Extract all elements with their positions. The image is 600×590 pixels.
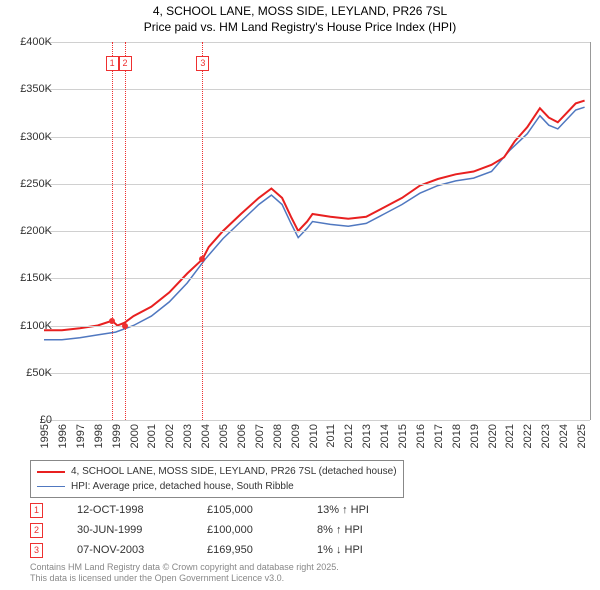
sale-marker-icon: 2: [30, 523, 43, 538]
title-line2: Price paid vs. HM Land Registry's House …: [0, 20, 600, 36]
sale-hpi: 8% ↑ HPI: [317, 524, 363, 536]
x-tick-label: 2005: [218, 424, 230, 448]
y-tick-label: £350K: [20, 83, 52, 95]
legend-item: HPI: Average price, detached house, Sout…: [37, 479, 397, 494]
chart-container: 4, SCHOOL LANE, MOSS SIDE, LEYLAND, PR26…: [0, 0, 600, 590]
x-tick-label: 2013: [361, 424, 373, 448]
x-tick-label: 1996: [57, 424, 69, 448]
sale-dot: [122, 323, 128, 329]
x-tick-label: 2014: [379, 424, 391, 448]
x-tick-label: 2016: [415, 424, 427, 448]
y-tick-label: £100K: [20, 320, 52, 332]
table-row: 1 12-OCT-1998 £105,000 13% ↑ HPI: [30, 500, 369, 520]
y-tick-label: £150K: [20, 272, 52, 284]
x-tick-label: 2021: [504, 424, 516, 448]
gridline: [44, 137, 590, 138]
x-tick-label: 2022: [522, 424, 534, 448]
title-line1: 4, SCHOOL LANE, MOSS SIDE, LEYLAND, PR26…: [0, 4, 600, 20]
x-tick-label: 2023: [540, 424, 552, 448]
gridline: [44, 278, 590, 279]
x-tick-label: 1997: [75, 424, 87, 448]
chart-title: 4, SCHOOL LANE, MOSS SIDE, LEYLAND, PR26…: [0, 0, 600, 35]
sale-vline: [112, 42, 113, 420]
x-tick-label: 1995: [39, 424, 51, 448]
x-tick-label: 2009: [290, 424, 302, 448]
gridline: [44, 89, 590, 90]
x-tick-label: 2020: [487, 424, 499, 448]
x-tick-label: 1998: [93, 424, 105, 448]
legend-swatch: [37, 486, 65, 488]
x-tick-label: 2019: [469, 424, 481, 448]
x-tick-label: 2007: [254, 424, 266, 448]
gridline: [44, 184, 590, 185]
gridline: [44, 420, 590, 421]
x-tick-label: 1999: [111, 424, 123, 448]
table-row: 3 07-NOV-2003 £169,950 1% ↓ HPI: [30, 540, 369, 560]
sale-vline: [202, 42, 203, 420]
x-tick-label: 2011: [325, 424, 337, 448]
x-tick-label: 2010: [308, 424, 320, 448]
x-tick-label: 2008: [272, 424, 284, 448]
x-tick-label: 2015: [397, 424, 409, 448]
sale-date: 12-OCT-1998: [77, 504, 207, 516]
sale-marker-icon: 3: [30, 543, 43, 558]
legend-label: HPI: Average price, detached house, Sout…: [71, 479, 294, 494]
x-tick-label: 2012: [343, 424, 355, 448]
sale-marker-box: 2: [119, 56, 132, 71]
x-tick-label: 2024: [558, 424, 570, 448]
x-tick-label: 2003: [182, 424, 194, 448]
y-tick-label: £200K: [20, 225, 52, 237]
x-tick-label: 2018: [451, 424, 463, 448]
legend: 4, SCHOOL LANE, MOSS SIDE, LEYLAND, PR26…: [30, 460, 404, 498]
sale-hpi: 1% ↓ HPI: [317, 544, 363, 556]
attribution: Contains HM Land Registry data © Crown c…: [30, 562, 339, 585]
attribution-line: Contains HM Land Registry data © Crown c…: [30, 562, 339, 573]
table-row: 2 30-JUN-1999 £100,000 8% ↑ HPI: [30, 520, 369, 540]
x-tick-label: 2001: [146, 424, 158, 448]
sale-price: £169,950: [207, 544, 317, 556]
sale-dot: [109, 318, 115, 324]
y-tick-label: £50K: [26, 367, 52, 379]
sale-date: 30-JUN-1999: [77, 524, 207, 536]
x-tick-label: 2025: [576, 424, 588, 448]
y-tick-label: £400K: [20, 36, 52, 48]
legend-label: 4, SCHOOL LANE, MOSS SIDE, LEYLAND, PR26…: [71, 464, 397, 479]
gridline: [44, 231, 590, 232]
x-tick-label: 2006: [236, 424, 248, 448]
gridline: [44, 42, 590, 43]
gridline: [44, 373, 590, 374]
attribution-line: This data is licensed under the Open Gov…: [30, 573, 339, 584]
x-tick-label: 2000: [129, 424, 141, 448]
sale-vline: [125, 42, 126, 420]
sale-price: £105,000: [207, 504, 317, 516]
legend-item: 4, SCHOOL LANE, MOSS SIDE, LEYLAND, PR26…: [37, 464, 397, 479]
sale-marker-box: 1: [106, 56, 119, 71]
sale-marker-box: 3: [196, 56, 209, 71]
sales-table: 1 12-OCT-1998 £105,000 13% ↑ HPI 2 30-JU…: [30, 500, 369, 560]
x-tick-label: 2017: [433, 424, 445, 448]
x-tick-label: 2002: [164, 424, 176, 448]
y-tick-label: £300K: [20, 131, 52, 143]
sale-date: 07-NOV-2003: [77, 544, 207, 556]
y-tick-label: £250K: [20, 178, 52, 190]
sale-marker-icon: 1: [30, 503, 43, 518]
legend-swatch: [37, 471, 65, 473]
x-tick-label: 2004: [200, 424, 212, 448]
sale-hpi: 13% ↑ HPI: [317, 504, 369, 516]
sale-price: £100,000: [207, 524, 317, 536]
